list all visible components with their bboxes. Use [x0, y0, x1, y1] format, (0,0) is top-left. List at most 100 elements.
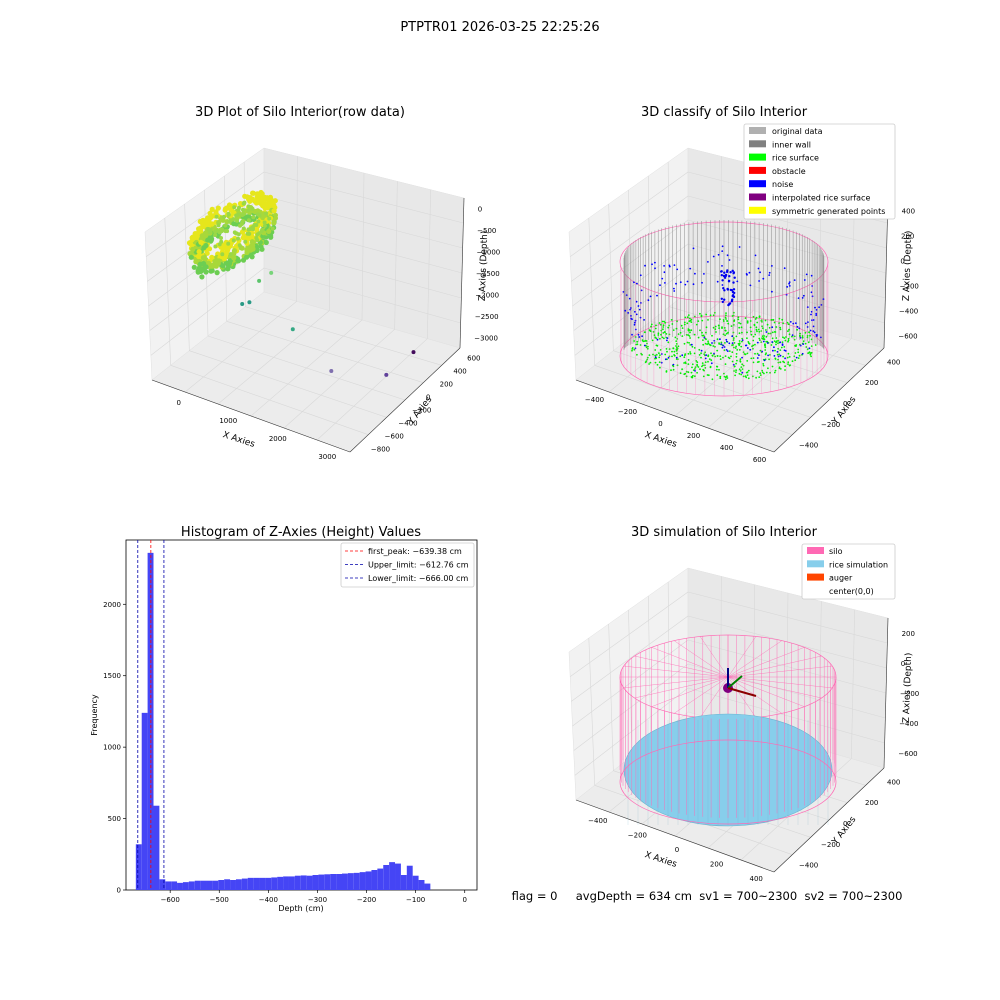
legend-label: Upper_limit: −612.76 cm — [368, 561, 469, 570]
ring-point — [265, 196, 271, 202]
histogram-bar — [182, 882, 189, 890]
rice-surface-point — [687, 359, 690, 361]
silo-roof-line — [727, 676, 805, 707]
rice-surface-point — [716, 349, 719, 352]
z-tick-label: 0 — [478, 206, 482, 214]
rice-surface-point — [659, 366, 661, 369]
noise-point — [660, 361, 663, 364]
noise-point — [792, 322, 795, 325]
inner-point — [241, 212, 246, 217]
rice-surface-point — [659, 354, 661, 356]
rice-surface-point — [754, 343, 756, 346]
noise-point — [771, 326, 774, 329]
inner-point — [242, 200, 247, 205]
rice-surface-point — [689, 317, 691, 320]
ring-point — [231, 255, 237, 261]
rice-surface-point — [735, 335, 738, 338]
noise-point — [768, 274, 771, 276]
noise-point — [638, 308, 641, 311]
x-tick-label: 0 — [177, 399, 181, 407]
y-tick-label: 400 — [887, 778, 900, 786]
ring-point — [214, 270, 220, 276]
rice-surface-point — [769, 332, 772, 335]
x-tick-label: −200 — [618, 408, 637, 416]
noise-point — [638, 336, 641, 338]
noise-point — [784, 350, 787, 352]
histogram-bar — [235, 879, 242, 890]
rice-surface-point — [762, 337, 765, 339]
noise-point — [723, 271, 726, 274]
ring-point — [203, 242, 209, 249]
legend-swatch — [749, 166, 766, 174]
rice-surface-point — [719, 355, 722, 357]
rice-surface-point — [801, 335, 804, 337]
rice-surface-point — [679, 355, 682, 358]
rice-surface-point — [703, 369, 705, 372]
outlier-point — [269, 270, 274, 275]
rice-surface-point — [699, 312, 701, 315]
histogram-bar — [318, 874, 325, 890]
rice-surface-point — [671, 323, 674, 325]
noise-point — [773, 355, 776, 357]
plot-frame — [125, 539, 478, 891]
inner-point — [226, 212, 231, 217]
noise-point — [788, 281, 791, 283]
rice-surface-point — [733, 319, 736, 322]
rice-surface-point — [690, 321, 693, 323]
rice-surface-point — [752, 361, 755, 364]
rice-surface-point — [782, 336, 784, 339]
rice-surface-point — [774, 349, 776, 352]
rice-surface-point — [750, 357, 753, 360]
rice-surface-point — [650, 323, 653, 326]
rice-surface-point — [656, 363, 659, 366]
rice-surface-point — [787, 363, 789, 365]
rice-surface-point — [697, 336, 700, 339]
y-tick-label: 400 — [887, 358, 900, 366]
inner-point — [246, 208, 251, 213]
inner-point — [216, 223, 221, 228]
rice-surface-point — [747, 369, 750, 372]
rice-surface-point — [784, 339, 787, 342]
noise-point — [741, 371, 744, 374]
rice-surface-point — [688, 320, 691, 323]
gridline — [569, 591, 689, 677]
rice-surface-point — [719, 358, 722, 360]
x-tick-label: −400 — [259, 896, 278, 904]
rice-surface-point — [686, 341, 689, 344]
rice-surface-point — [702, 375, 705, 378]
rice-surface-point — [689, 337, 691, 339]
noise-point — [720, 270, 723, 273]
outlier-point — [257, 278, 262, 283]
rice-surface-point — [675, 327, 678, 330]
inner-point — [223, 223, 228, 228]
rice-surface-point — [719, 318, 721, 321]
z-tick-label: −3000 — [474, 334, 498, 342]
rice-surface-point — [761, 321, 763, 323]
y-axis-line — [773, 767, 885, 873]
inner-point — [241, 226, 246, 231]
y-tick-label: 200 — [865, 379, 878, 387]
outlier-point — [384, 372, 389, 377]
rice-surface-point — [760, 330, 763, 332]
histogram-bar — [165, 881, 172, 890]
histogram-bar — [230, 880, 236, 890]
noise-point — [771, 290, 773, 293]
inner-point — [238, 223, 242, 228]
noise-point — [710, 362, 713, 365]
noise-point — [703, 273, 705, 275]
rice-surface-point — [650, 325, 652, 328]
histogram-bar — [188, 881, 195, 890]
rice-surface-point — [752, 357, 755, 359]
rice-surface-point — [745, 371, 748, 374]
histogram-bar — [412, 875, 419, 890]
rice-surface-point — [719, 375, 722, 378]
noise-point — [675, 282, 677, 285]
rice-surface-point — [695, 360, 698, 362]
inner-point — [226, 241, 231, 246]
rice-surface-point — [715, 368, 718, 371]
rice-surface-point — [801, 336, 804, 339]
rice-surface-point — [738, 368, 741, 371]
rice-surface-point — [690, 371, 693, 374]
rice-surface-point — [778, 366, 781, 369]
histogram-bar — [200, 880, 207, 890]
